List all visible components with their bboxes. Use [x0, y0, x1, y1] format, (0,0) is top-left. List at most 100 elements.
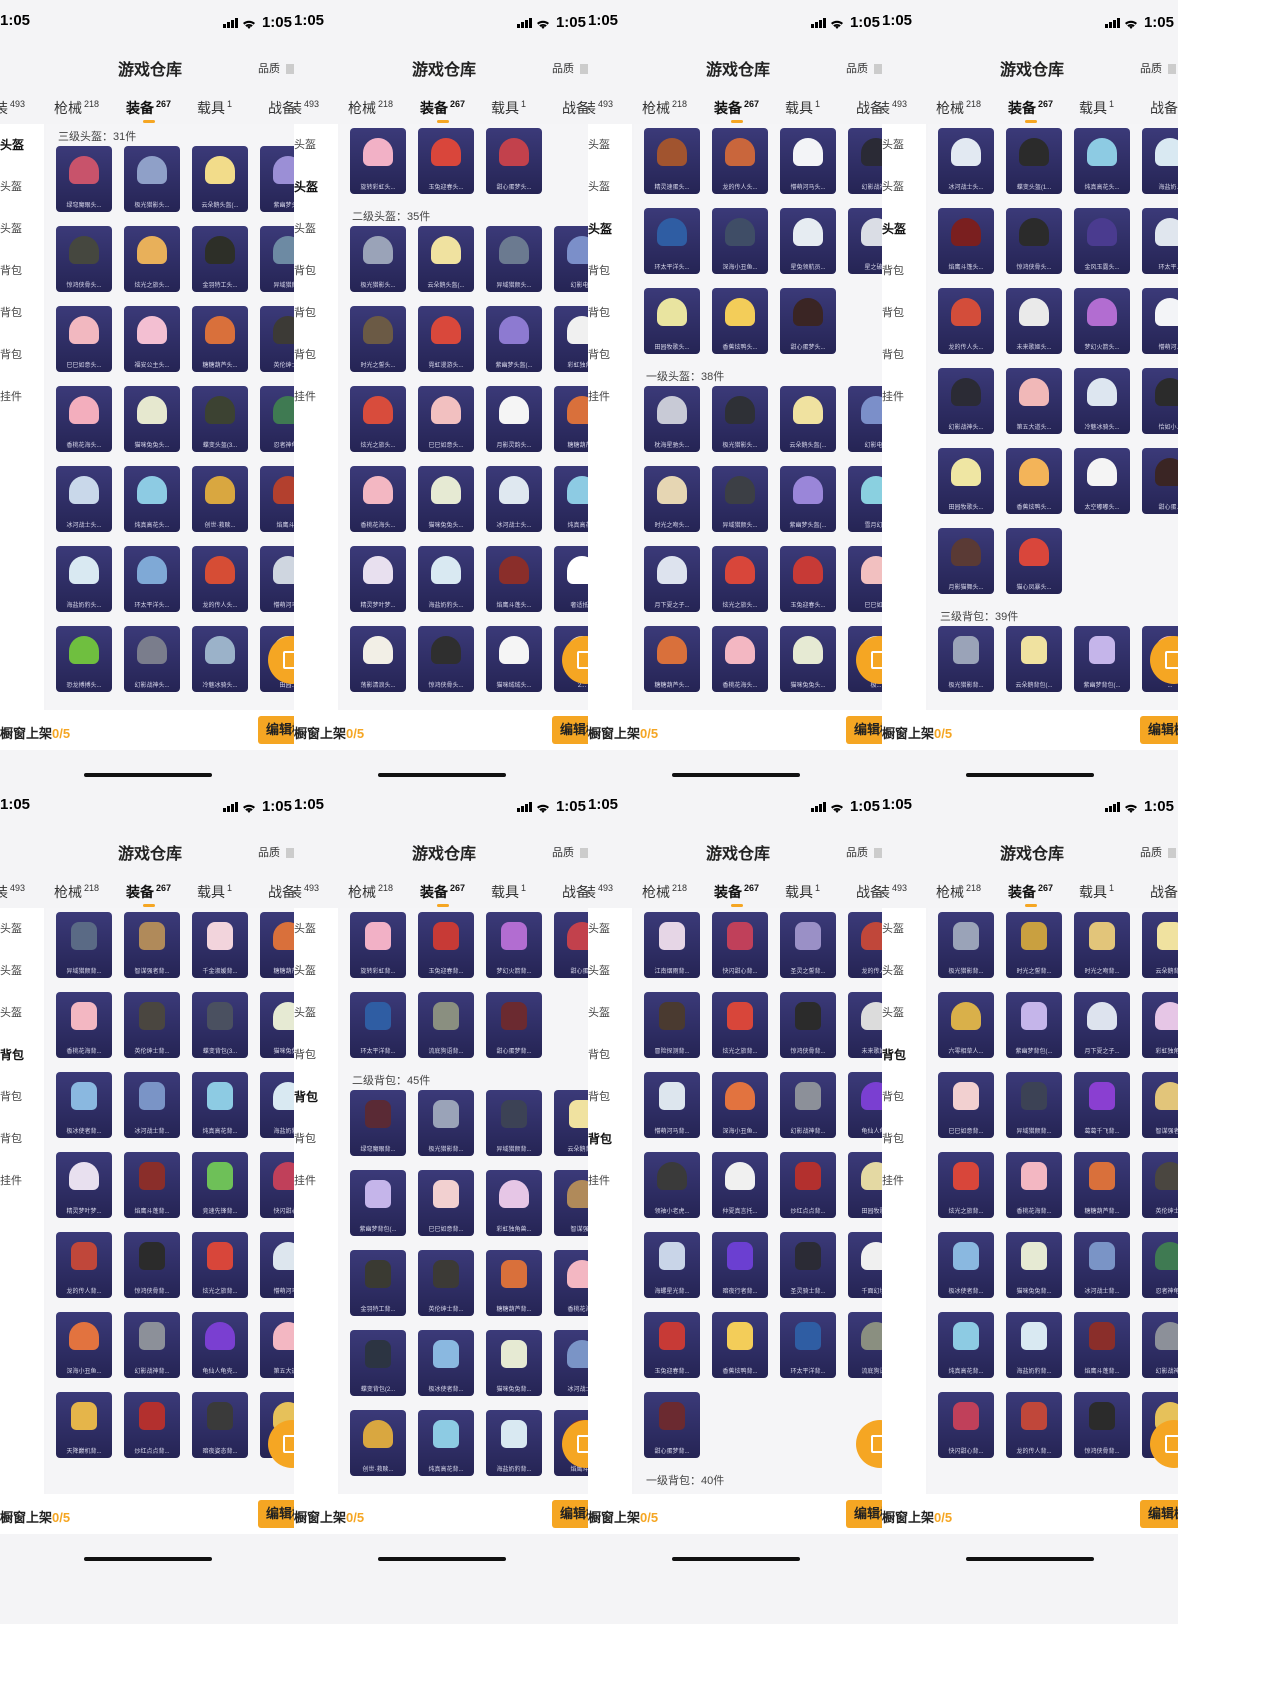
quality-filter[interactable]: 品质: [258, 844, 294, 860]
sidebar-item[interactable]: 头盔: [882, 965, 904, 977]
sidebar-item[interactable]: 背包: [0, 1048, 25, 1062]
item-card[interactable]: 巳巳如意背...: [938, 1072, 994, 1138]
item-card[interactable]: 香蕉炫鸭头...: [1006, 448, 1062, 514]
item-card[interactable]: 幻影战神背...: [124, 1312, 180, 1378]
item-card[interactable]: 甜心蛋...: [1142, 448, 1178, 514]
item-card[interactable]: 英伦绅士背...: [124, 992, 180, 1058]
item-card[interactable]: 未来歌姬头...: [1006, 288, 1062, 354]
quality-filter[interactable]: 品质: [846, 60, 882, 76]
item-card[interactable]: 炒红点点背...: [124, 1392, 180, 1458]
item-card[interactable]: 彩虹独角兽...: [486, 1170, 542, 1236]
item-card[interactable]: 极光猎影头...: [124, 146, 180, 212]
edit-showcase-button[interactable]: 编辑橱窗上架0/5: [552, 1500, 590, 1528]
tab-3[interactable]: 战备装493: [268, 882, 296, 902]
item-card[interactable]: 忍者神龟...: [1142, 1232, 1178, 1298]
tab-3[interactable]: 战备装493: [856, 98, 884, 118]
item-card[interactable]: 异域猎颜头...: [712, 466, 768, 532]
item-card[interactable]: 梦幻火箭背...: [486, 912, 542, 978]
item-card[interactable]: 炫光之旅背...: [192, 1232, 248, 1298]
item-card[interactable]: 猫咪绒绒头...: [486, 626, 542, 692]
sidebar-item[interactable]: 头盔: [588, 965, 610, 977]
item-card[interactable]: 极光猎影背...: [938, 626, 994, 692]
tab-0[interactable]: 枪械 218: [936, 98, 981, 118]
item-card[interactable]: 甜心蛋梦头...: [780, 288, 836, 354]
item-card[interactable]: 极光猎影头...: [350, 226, 406, 292]
item-card[interactable]: 糖糖葫芦...: [554, 386, 590, 452]
tab-1[interactable]: 装备 267: [1008, 882, 1053, 907]
item-card[interactable]: 幻影战神头...: [124, 626, 180, 692]
item-card[interactable]: 英伦绅士...: [260, 306, 296, 372]
item-card[interactable]: 炫光之旅头...: [124, 226, 180, 292]
sidebar-item[interactable]: 挂件: [882, 391, 904, 403]
sidebar-item[interactable]: 背包: [0, 349, 22, 361]
sidebar-item[interactable]: 背包: [882, 349, 904, 361]
item-card[interactable]: 紫幽梦背包(...: [1074, 626, 1130, 692]
sidebar-item[interactable]: 背包: [588, 349, 610, 361]
item-card[interactable]: 紫幽梦背包(...: [350, 1170, 406, 1236]
sidebar-item[interactable]: 头盔: [0, 138, 25, 152]
item-card[interactable]: 糖糖葫芦头...: [644, 626, 700, 692]
sidebar-item[interactable]: 头盔: [294, 180, 319, 194]
item-card[interactable]: 甜心蛋梦背...: [486, 992, 542, 1058]
tab-3[interactable]: 战备装493: [562, 882, 590, 902]
item-card[interactable]: 环太平洋背...: [350, 992, 406, 1058]
item-card[interactable]: 月下夏之子...: [1074, 992, 1130, 1058]
tab-1[interactable]: 装备 267: [126, 98, 171, 123]
item-card[interactable]: 环太平洋头...: [124, 546, 180, 612]
tab-1[interactable]: 装备 267: [420, 882, 465, 907]
item-card[interactable]: 海盐奶豹头...: [56, 546, 112, 612]
item-card[interactable]: 懵萌河...: [1142, 288, 1178, 354]
item-card[interactable]: 月影灵韵头...: [486, 386, 542, 452]
item-card[interactable]: 炖真高花背...: [938, 1312, 994, 1378]
tab-0[interactable]: 枪械 218: [642, 882, 687, 902]
edit-showcase-button[interactable]: 编辑橱窗上架0/5: [552, 716, 590, 744]
item-card[interactable]: 智谋强者...: [1142, 1072, 1178, 1138]
sidebar-item[interactable]: 背包: [294, 349, 316, 361]
item-card[interactable]: 恰如小...: [1142, 368, 1178, 434]
sidebar-item[interactable]: 挂件: [0, 1175, 22, 1187]
sidebar-item[interactable]: 背包: [294, 265, 316, 277]
item-card[interactable]: 星之破...: [848, 208, 884, 274]
item-card[interactable]: 暗夜行者背...: [712, 1232, 768, 1298]
sidebar-item[interactable]: 背包: [294, 1090, 319, 1104]
sidebar-item[interactable]: 挂件: [882, 1175, 904, 1187]
item-card[interactable]: 精灵梦叶梦...: [56, 1152, 112, 1218]
item-card[interactable]: 枕海星驰头...: [644, 386, 700, 452]
item-card[interactable]: 炖真高花背...: [192, 1072, 248, 1138]
tab-0[interactable]: 枪械 218: [348, 882, 393, 902]
item-card[interactable]: 深海小丑鱼...: [56, 1312, 112, 1378]
sidebar-item[interactable]: 头盔: [588, 222, 613, 236]
item-card[interactable]: 环太平洋背...: [780, 1312, 836, 1378]
edit-showcase-button[interactable]: 编辑橱窗上架0/5: [846, 1500, 884, 1528]
item-card[interactable]: 精灵梦叶梦...: [350, 546, 406, 612]
item-card[interactable]: 环太平洋头...: [644, 208, 700, 274]
item-card[interactable]: 猫咪兔兔头...: [124, 386, 180, 452]
item-card[interactable]: 深海小丑鱼...: [712, 208, 768, 274]
sidebar-item[interactable]: 头盔: [0, 223, 22, 235]
tab-2[interactable]: 载具 1: [785, 98, 820, 118]
edit-showcase-button[interactable]: 编辑橱窗上架0/5: [258, 1500, 296, 1528]
sidebar-item[interactable]: 背包: [294, 1049, 316, 1061]
item-card[interactable]: 葛葛千飞背...: [1074, 1072, 1130, 1138]
sidebar-item[interactable]: 头盔: [882, 222, 907, 236]
item-card[interactable]: 田园牧歌头...: [938, 448, 994, 514]
item-card[interactable]: 梦幻火箭头...: [1074, 288, 1130, 354]
quality-filter[interactable]: 品质: [552, 844, 588, 860]
item-card[interactable]: 蝶变背包(2...: [350, 1330, 406, 1396]
item-card[interactable]: 焰鹰斗蓬头...: [486, 546, 542, 612]
edit-showcase-button[interactable]: 编辑橱窗上架0/5: [846, 716, 884, 744]
item-card[interactable]: 猫心凤暴头...: [1006, 528, 1062, 594]
item-card[interactable]: 糖糖葫芦头...: [192, 306, 248, 372]
item-card[interactable]: 异域猎颜...: [260, 226, 296, 292]
item-card[interactable]: 太空嘟嘟头...: [1074, 448, 1130, 514]
tab-3[interactable]: 战备装493: [856, 882, 884, 902]
item-card[interactable]: 冰河战士背...: [124, 1072, 180, 1138]
item-card[interactable]: 猫咪兔兔...: [260, 992, 296, 1058]
item-card[interactable]: 千金淑媛背...: [192, 912, 248, 978]
tab-2[interactable]: 载具 1: [197, 882, 232, 902]
sidebar-item[interactable]: 背包: [882, 1091, 904, 1103]
item-card[interactable]: 异域猎颜背...: [486, 1090, 542, 1156]
sidebar-item[interactable]: 背包: [294, 1133, 316, 1145]
tab-previous-clipped[interactable]: 装 493: [588, 882, 613, 902]
item-card[interactable]: 冰河战士...: [554, 1330, 590, 1396]
